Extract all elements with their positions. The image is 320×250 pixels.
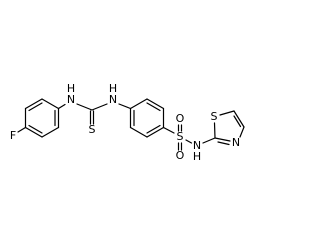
bond <box>129 126 148 138</box>
bond <box>162 126 175 134</box>
bond <box>233 115 242 128</box>
bond <box>129 98 148 110</box>
atom-label: N <box>232 136 240 149</box>
atom-label: H <box>109 82 117 95</box>
bond <box>28 124 43 134</box>
bond <box>17 126 27 133</box>
bond <box>24 98 43 110</box>
atom-label: O <box>176 149 185 162</box>
bond <box>217 141 230 146</box>
atom-label: H <box>67 82 75 95</box>
bond <box>214 137 231 142</box>
bond <box>146 126 165 138</box>
bond <box>213 122 216 139</box>
bond <box>233 110 245 128</box>
atom-label: N <box>193 139 201 152</box>
bond <box>202 137 216 144</box>
bond <box>24 126 43 138</box>
bond <box>91 103 108 111</box>
bond <box>41 98 60 110</box>
bond <box>146 124 161 134</box>
bond <box>41 126 60 138</box>
atom-label: N <box>67 93 75 106</box>
bond <box>146 98 165 110</box>
atom-label: O <box>176 112 185 125</box>
atom-labels: F H N S N H S O O N H S N <box>10 82 240 163</box>
bonds <box>17 98 245 151</box>
atom-label: S <box>177 130 184 143</box>
atom-label: N <box>109 93 117 106</box>
bond <box>146 102 161 112</box>
molecule-diagram: F H N S N H S O O N H S N <box>10 82 245 163</box>
bond <box>76 103 93 111</box>
atom-label: F <box>10 129 16 142</box>
bond <box>239 126 245 138</box>
bond <box>28 102 43 112</box>
atom-label: S <box>89 123 96 136</box>
bond <box>57 103 66 110</box>
bond <box>185 139 193 144</box>
bond <box>219 110 235 116</box>
bond <box>118 103 132 110</box>
atom-label: S <box>211 110 218 123</box>
atom-label: H <box>193 150 201 163</box>
